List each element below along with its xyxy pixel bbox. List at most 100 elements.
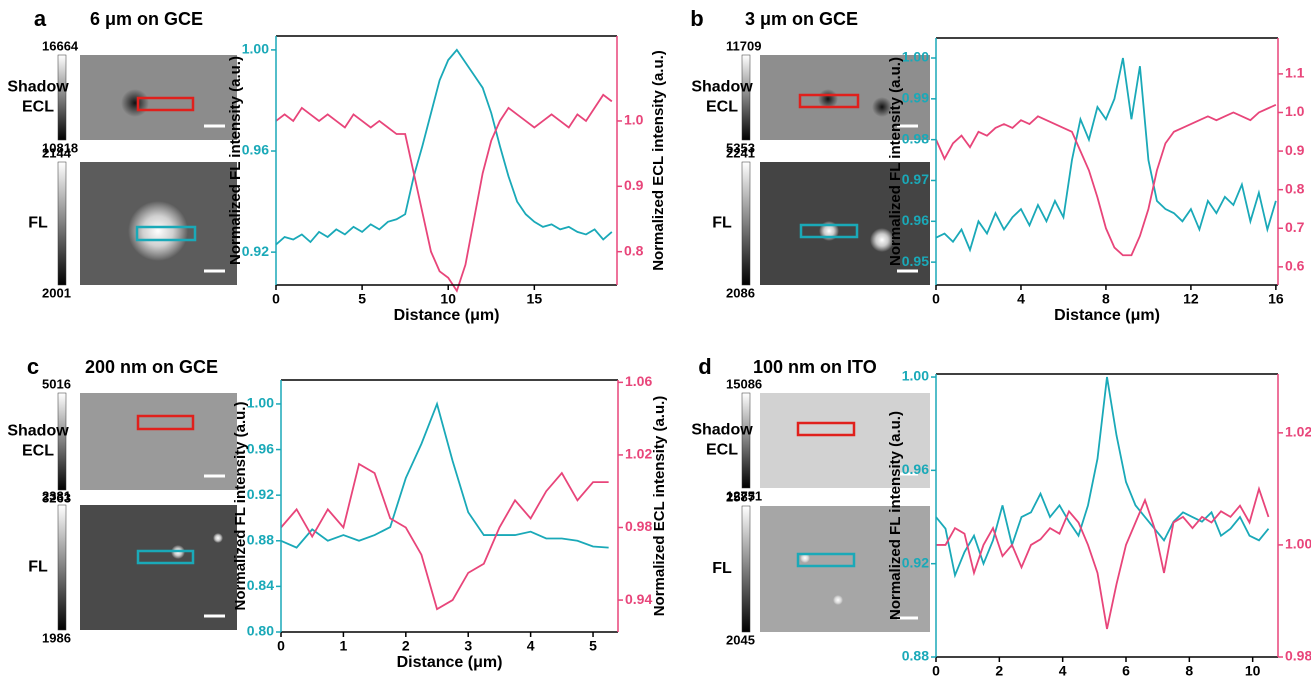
- colorbar: [741, 54, 751, 141]
- panel-letter: c: [27, 354, 39, 379]
- y2-tick-label: 0.8: [1285, 180, 1305, 196]
- image-label: ECL: [22, 99, 54, 116]
- profile-box: [136, 414, 195, 431]
- y2-tick-label: 1.00: [1285, 536, 1311, 552]
- x-tick-label: 3: [464, 638, 472, 654]
- y2-tick-label: 0.9: [1285, 142, 1305, 158]
- profile-box: [796, 552, 856, 568]
- colorbar-min: 2045: [726, 632, 755, 647]
- data-line: [936, 485, 1270, 630]
- y-tick-label: 0.98: [902, 130, 929, 146]
- data-line: [935, 103, 1277, 257]
- data-line: [275, 48, 613, 246]
- y2-tick-label: 0.6: [1285, 258, 1305, 274]
- colorbar-min: 1986: [42, 630, 71, 645]
- data-line: [275, 93, 613, 293]
- particle: [833, 595, 843, 605]
- particle: [128, 201, 188, 261]
- data-line: [280, 401, 609, 549]
- colorbar-min: 5353: [726, 140, 755, 155]
- colorbar: [57, 161, 67, 286]
- x-tick-label: 1: [340, 638, 348, 654]
- x-tick-label: 10: [440, 291, 456, 307]
- y-tick-label: 0.99: [902, 90, 929, 106]
- colorbar-min: 2001: [42, 285, 71, 300]
- colorbar-min: 3263: [42, 490, 71, 505]
- y2-axis-title: Normalized ECL intensity (a.u.): [651, 396, 668, 617]
- y-axis-title: Normalized FL intensity (a.u.): [227, 56, 244, 265]
- y2-tick-label: 1.1: [1285, 65, 1305, 81]
- y2-tick-label: 0.98: [625, 518, 652, 534]
- colorbar-min: 10818: [42, 140, 78, 155]
- data-line: [935, 57, 1277, 253]
- image-label: Shadow: [7, 423, 69, 440]
- y2-tick-label: 1.0: [624, 112, 644, 128]
- panel-title: 6 μm on GCE: [90, 9, 203, 29]
- y-axis-title: Normalized FL intensity (a.u.): [232, 402, 249, 611]
- x-tick-label: 0: [272, 291, 280, 307]
- y-tick-label: 0.92: [247, 486, 274, 502]
- x-tick-label: 8: [1185, 663, 1193, 676]
- profile-box: [799, 223, 859, 239]
- profile-box: [135, 225, 197, 242]
- profile-box: [136, 96, 195, 112]
- x-tick-label: 0: [932, 663, 940, 676]
- y-tick-label: 0.97: [902, 171, 929, 187]
- y2-tick-label: 0.9: [624, 177, 644, 193]
- colorbar: [741, 392, 751, 489]
- particle: [870, 228, 894, 252]
- x-tick-label: 2: [995, 663, 1003, 676]
- y2-tick-label: 0.7: [1285, 219, 1305, 235]
- x-tick-label: 15: [527, 291, 543, 307]
- panel-title: 100 nm on ITO: [753, 357, 877, 377]
- x-tick-label: 4: [1059, 663, 1067, 676]
- y-tick-label: 0.88: [247, 531, 274, 547]
- y-tick-label: 0.96: [247, 440, 274, 456]
- x-tick-label: 12: [1183, 291, 1199, 307]
- image-label: Shadow: [691, 422, 753, 439]
- particle: [213, 533, 223, 543]
- panel-letter: b: [690, 6, 703, 31]
- profile-box: [798, 93, 860, 109]
- y2-tick-label: 1.0: [1285, 103, 1305, 119]
- x-tick-label: 6: [1122, 663, 1130, 676]
- panel-letter: d: [698, 354, 711, 379]
- colorbar-max: 15086: [726, 376, 762, 391]
- image-label: ECL: [706, 442, 738, 459]
- y-tick-label: 0.88: [902, 648, 929, 664]
- colorbar-max: 2587: [726, 489, 755, 504]
- x-tick-label: 5: [358, 291, 366, 307]
- y-tick-label: 0.80: [247, 623, 274, 639]
- colorbar: [57, 504, 67, 631]
- y2-tick-label: 0.94: [625, 591, 652, 607]
- colorbar-max: 2241: [726, 145, 755, 160]
- profile-box: [136, 549, 195, 565]
- y-tick-label: 1.00: [902, 49, 929, 65]
- colorbar-min: 2086: [726, 285, 755, 300]
- particle: [121, 89, 149, 117]
- y-tick-label: 0.96: [902, 212, 929, 228]
- colorbar-min: 12751: [726, 488, 762, 503]
- micrograph: [760, 506, 930, 632]
- panel-title: 200 nm on GCE: [85, 357, 218, 377]
- x-axis-title: Distance (μm): [397, 654, 503, 671]
- y-tick-label: 0.84: [247, 577, 274, 593]
- y-tick-label: 1.00: [902, 368, 929, 384]
- x-axis-title: Distance (μm): [1054, 307, 1160, 324]
- micrograph: [80, 505, 237, 630]
- colorbar: [741, 505, 751, 633]
- y-tick-label: 1.00: [247, 395, 274, 411]
- image-label: FL: [28, 559, 48, 576]
- image-label: Shadow: [691, 79, 753, 96]
- image-label: FL: [712, 215, 732, 232]
- colorbar-max: 2144: [42, 145, 72, 160]
- x-tick-label: 16: [1268, 291, 1284, 307]
- y-tick-label: 0.92: [902, 554, 929, 570]
- image-label: Shadow: [7, 79, 69, 96]
- x-tick-label: 5: [589, 638, 597, 654]
- particle: [800, 553, 810, 563]
- image-label: FL: [28, 215, 48, 232]
- image-label: FL: [712, 560, 732, 577]
- x-tick-label: 0: [277, 638, 285, 654]
